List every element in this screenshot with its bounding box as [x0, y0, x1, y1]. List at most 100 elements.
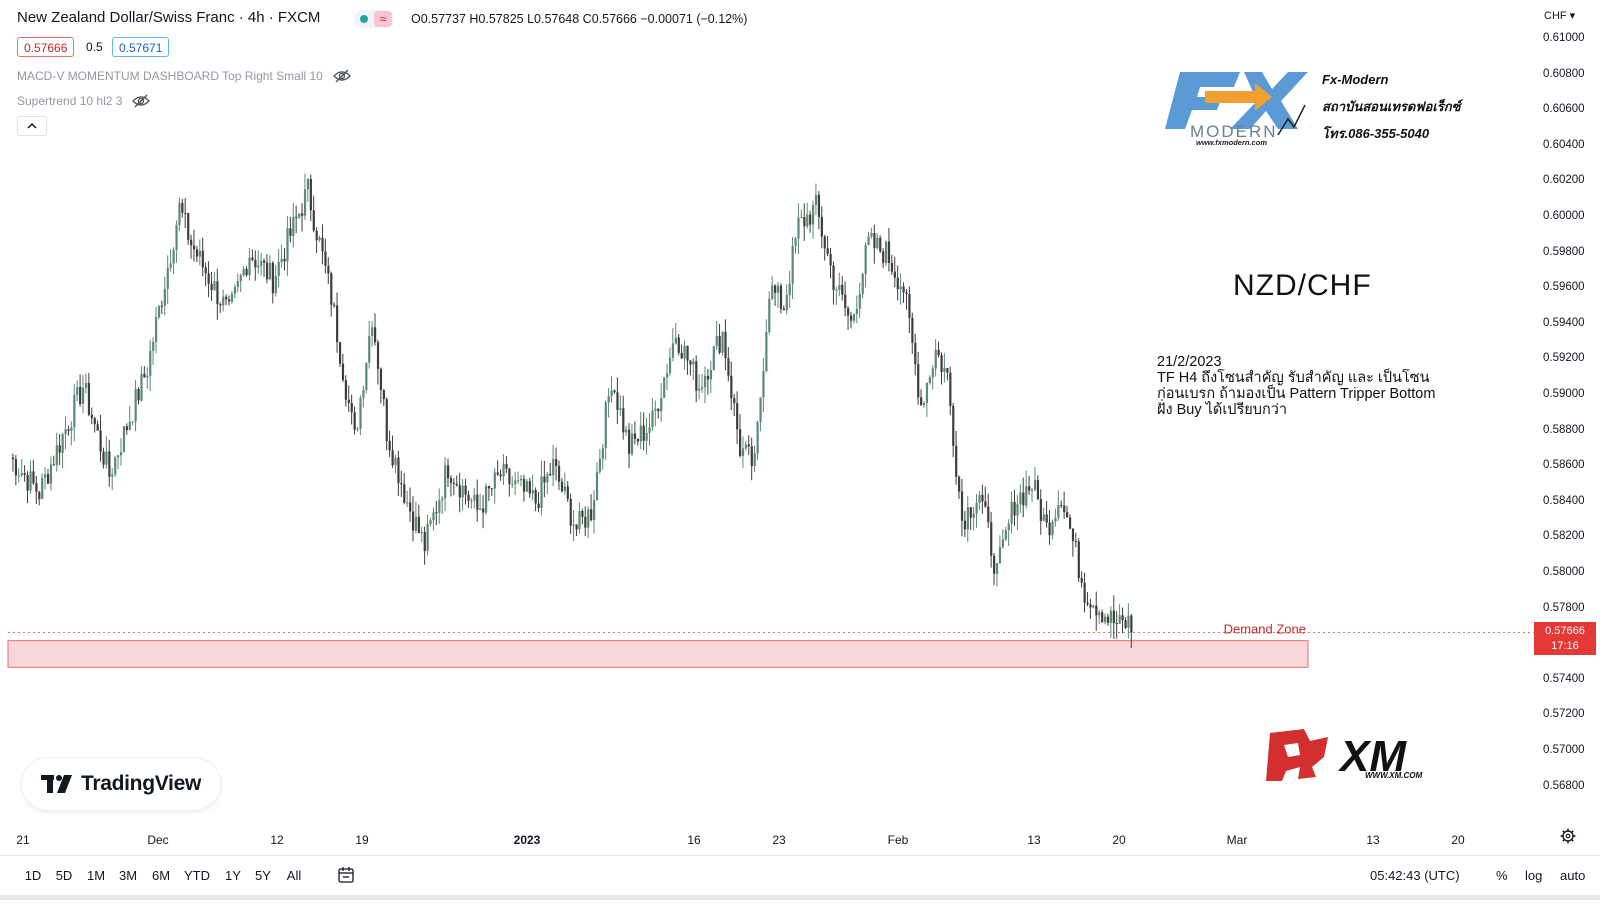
- candle-down: [555, 459, 558, 466]
- horizontal-scrollbar[interactable]: [0, 895, 1600, 900]
- candle-up: [117, 455, 120, 458]
- candle-up: [119, 452, 123, 456]
- candle-up: [721, 331, 724, 353]
- candle-down: [79, 386, 82, 405]
- candles-group: [11, 173, 1133, 648]
- candle-down: [1028, 486, 1031, 491]
- eye-off-icon[interactable]: [332, 69, 351, 83]
- buy-price-button[interactable]: 0.57671: [112, 37, 170, 57]
- range-button-3m[interactable]: 3M: [118, 868, 138, 883]
- candle-up: [318, 237, 321, 241]
- price-tick: 0.61000: [1543, 32, 1585, 44]
- candle-down: [987, 506, 990, 523]
- tradingview-logo[interactable]: TradingView: [22, 758, 220, 810]
- scale-button-log[interactable]: log: [1525, 868, 1543, 883]
- brand-tagline: สถาบันสอนเทรดฟอเร็กซ์: [1322, 99, 1461, 114]
- indicator-supertrend[interactable]: Supertrend 10 hl2 3: [17, 94, 151, 108]
- candle-down: [955, 445, 958, 477]
- candle-down: [58, 445, 61, 453]
- time-tick: 12: [270, 833, 284, 847]
- range-button-5d[interactable]: 5D: [55, 868, 73, 883]
- candle-up: [762, 371, 765, 398]
- brand-name: Fx-Modern: [1322, 72, 1389, 87]
- collapse-legend-button[interactable]: [17, 116, 47, 136]
- sell-price-button[interactable]: 0.57666: [17, 37, 75, 57]
- candle-up: [639, 425, 642, 442]
- range-button-ytd[interactable]: YTD: [184, 868, 210, 883]
- candle-down: [969, 507, 972, 518]
- candle-down: [374, 327, 377, 343]
- candle-down: [315, 230, 318, 241]
- candle-up: [966, 507, 969, 530]
- range-button-1m[interactable]: 1M: [86, 868, 106, 883]
- candle-down: [96, 424, 99, 431]
- candle-up: [867, 236, 870, 246]
- price-tick: 0.58200: [1543, 530, 1585, 543]
- candle-down: [321, 237, 324, 252]
- candle-down: [338, 342, 342, 364]
- candle-up: [572, 524, 575, 526]
- range-button-1y[interactable]: 1Y: [225, 868, 241, 883]
- candle-up: [759, 397, 762, 422]
- candle-up: [546, 473, 549, 483]
- candle-up: [169, 263, 172, 268]
- utc-clock[interactable]: 05:42:43 (UTC): [1370, 868, 1460, 883]
- candle-down: [543, 476, 546, 483]
- candle-up: [114, 457, 117, 475]
- candle-down: [458, 485, 461, 498]
- demand-zone[interactable]: [7, 640, 1309, 668]
- candle-down: [467, 494, 470, 501]
- date-range-icon[interactable]: [337, 866, 355, 884]
- currency-selector[interactable]: CHF ▾: [1544, 10, 1576, 22]
- candle-up: [298, 213, 301, 218]
- candle-down: [1048, 522, 1051, 536]
- candle-up: [493, 472, 496, 489]
- market-status[interactable]: ≈: [354, 10, 394, 28]
- candle-down: [245, 268, 248, 276]
- scale-button-auto[interactable]: auto: [1560, 868, 1586, 883]
- range-button-6m[interactable]: 6M: [151, 868, 171, 883]
- candle-down: [423, 532, 426, 551]
- candle-up: [277, 262, 280, 276]
- candle-up: [975, 502, 978, 514]
- range-button-5y[interactable]: 5Y: [255, 868, 271, 883]
- candle-down: [1130, 615, 1133, 633]
- candle-up: [876, 237, 879, 249]
- candle-down: [487, 485, 491, 489]
- chart-canvas[interactable]: Demand Zone: [0, 0, 1600, 850]
- candle-up: [140, 373, 143, 401]
- candle-up: [105, 451, 108, 465]
- candle-up: [899, 286, 902, 290]
- price-tick: 0.57800: [1543, 601, 1585, 614]
- candle-down: [569, 498, 572, 526]
- candle-up: [648, 427, 651, 433]
- symbol-title[interactable]: New Zealand Dollar/Swiss Franc · 4h · FX…: [17, 9, 321, 26]
- range-button-all[interactable]: All: [286, 868, 302, 883]
- range-button-1d[interactable]: 1D: [24, 868, 42, 883]
- candle-up: [1109, 610, 1113, 623]
- candle-up: [806, 214, 809, 227]
- candle-down: [344, 380, 347, 400]
- candle-down: [1022, 492, 1025, 506]
- candle-down: [309, 179, 312, 211]
- candle-down: [823, 236, 826, 249]
- candle-down: [628, 429, 631, 454]
- candle-up: [76, 386, 79, 395]
- bottom-toolbar: [0, 855, 1600, 896]
- eye-off-icon[interactable]: [132, 94, 151, 108]
- brand-phone: โทร.086-355-5040: [1322, 126, 1430, 141]
- candle-up: [797, 217, 800, 239]
- scale-button-percent[interactable]: %: [1496, 868, 1508, 883]
- candle-up: [587, 509, 590, 528]
- candle-down: [143, 373, 146, 378]
- candle-down: [739, 429, 742, 457]
- price-tick: 0.58800: [1543, 423, 1585, 436]
- settings-gear-icon[interactable]: [1560, 828, 1576, 844]
- candle-down: [905, 292, 908, 294]
- candle-up: [791, 245, 794, 284]
- candle-down: [890, 262, 894, 272]
- note-line: TF H4 ถึงโซนสำคัญ รับสำคัญ และ เป็นโซน: [1157, 370, 1430, 386]
- indicator-macdv[interactable]: MACD-V MOMENTUM DASHBOARD Top Right Smal…: [17, 69, 351, 83]
- candle-up: [1007, 523, 1010, 531]
- candle-up: [268, 262, 272, 280]
